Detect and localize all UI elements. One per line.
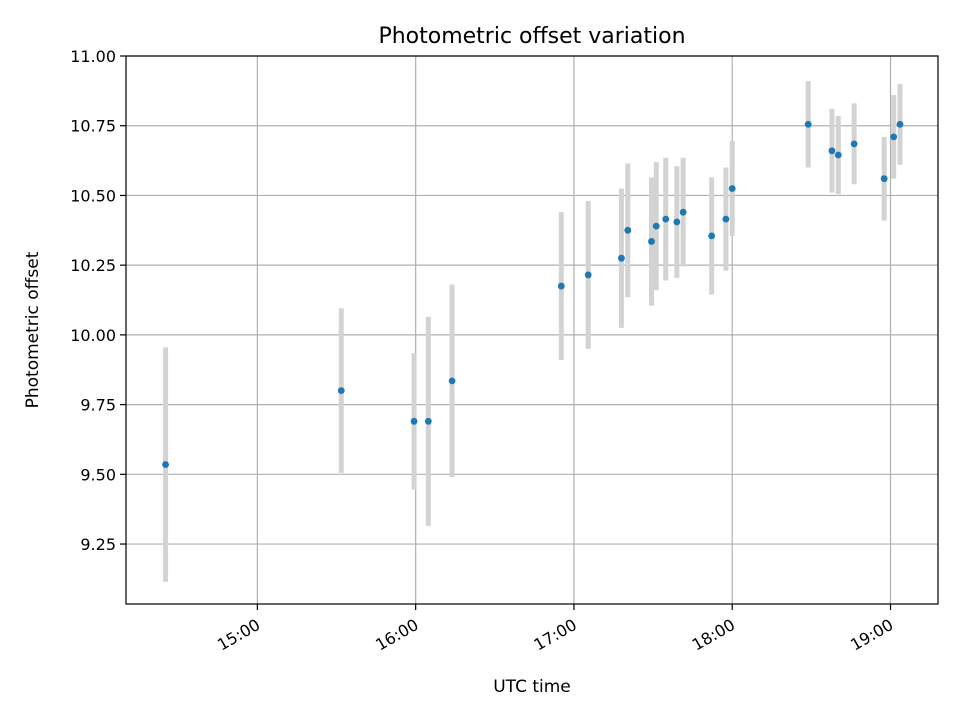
- chart-title: Photometric offset variation: [378, 24, 685, 49]
- data-point: [880, 175, 888, 183]
- y-tick-label: 10.00: [70, 326, 116, 345]
- x-axis: 15:00 16:00 17:00 18:00 19:00: [214, 604, 897, 655]
- data-point: [662, 215, 670, 223]
- y-tick-label: 10.75: [70, 117, 116, 136]
- data-point: [557, 282, 565, 290]
- grid: [126, 55, 938, 604]
- data-point: [448, 377, 456, 385]
- error-bars: [163, 81, 903, 582]
- data-point: [722, 215, 730, 223]
- data-point: [424, 417, 432, 425]
- data-point: [337, 387, 345, 395]
- data-point: [679, 208, 687, 216]
- data-markers: [162, 120, 904, 468]
- x-tick-label: 18:00: [689, 615, 738, 655]
- y-tick-label: 9.50: [80, 465, 116, 484]
- y-axis: 9.25 9.50 9.75 10.00 10.25 10.50 10.75 11.00: [70, 47, 126, 554]
- x-tick-label: 15:00: [214, 615, 263, 655]
- data-point: [584, 271, 592, 279]
- data-point: [673, 218, 681, 226]
- data-point: [728, 185, 736, 192]
- x-tick-label: 19:00: [847, 615, 896, 655]
- data-point: [652, 222, 660, 230]
- x-tick-label: 17:00: [531, 615, 580, 655]
- data-point: [162, 461, 169, 468]
- data-point: [648, 238, 655, 245]
- data-point: [618, 254, 625, 262]
- y-tick-label: 10.50: [70, 186, 116, 205]
- data-point: [896, 120, 904, 128]
- y-tick-label: 10.25: [70, 256, 116, 275]
- data-point: [708, 232, 716, 240]
- data-point: [850, 140, 858, 148]
- x-tick-label: 16:00: [372, 615, 421, 655]
- y-tick-label: 11.00: [70, 47, 116, 66]
- x-axis-label: UTC time: [493, 677, 571, 697]
- data-point: [828, 147, 836, 155]
- data-point: [834, 151, 842, 159]
- data-point: [624, 226, 632, 234]
- data-point: [804, 120, 812, 128]
- y-tick-label: 9.25: [80, 535, 116, 554]
- plot-frame: [125, 55, 939, 605]
- data-point: [410, 417, 418, 425]
- y-axis-label: Photometric offset: [23, 251, 43, 408]
- y-tick-label: 9.75: [80, 396, 116, 415]
- data-point: [890, 133, 898, 141]
